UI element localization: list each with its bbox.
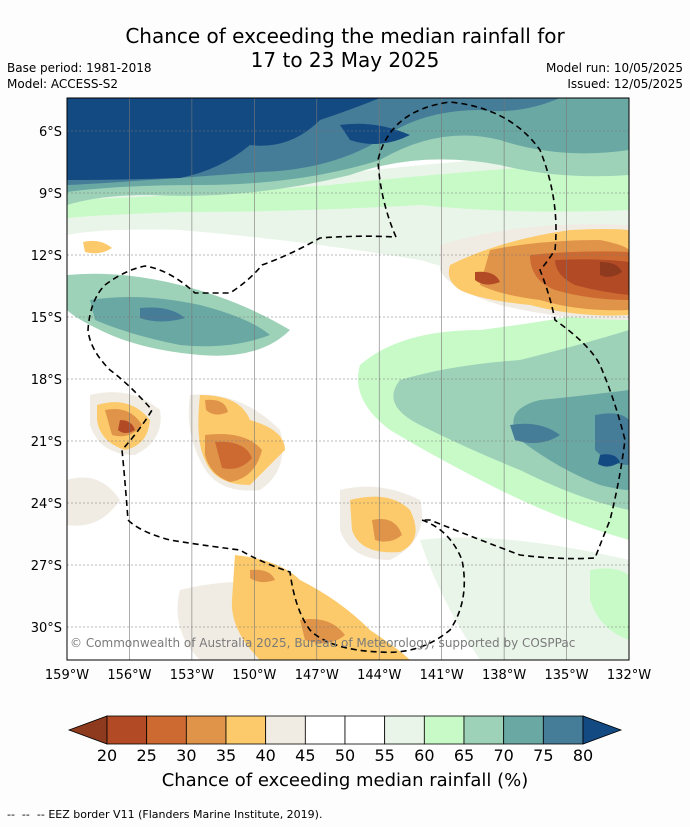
lat-tick-label: 30°S: [31, 621, 62, 636]
rainfall-field: [67, 98, 629, 660]
eez-borders: [87, 101, 626, 654]
colorbar-tick: 40: [255, 746, 275, 765]
colorbar-tick: 25: [136, 746, 156, 765]
colorbar-extend-low: [67, 715, 108, 745]
colorbar-tick: 70: [493, 746, 513, 765]
colorbar-tick: 45: [295, 746, 315, 765]
colorbar-tick: 75: [533, 746, 553, 765]
lat-tick-label: 15°S: [31, 311, 62, 326]
lat-tick-label: 12°S: [31, 249, 62, 264]
colorbar-tick: 35: [216, 746, 236, 765]
colorbar-segment: [463, 715, 505, 745]
lon-tick-label: 135°W: [544, 668, 588, 683]
eez-legend-text: EEZ border V11 (Flanders Marine Institut…: [48, 808, 323, 821]
meta-left: Base period: 1981-2018 Model: ACCESS-S2: [7, 60, 152, 92]
base-period: Base period: 1981-2018: [7, 61, 152, 75]
lat-tick-label: 18°S: [31, 373, 62, 388]
lon-tick-label: 150°W: [232, 668, 276, 683]
colorbar-segment: [146, 715, 187, 745]
lon-tick-label: 144°W: [357, 668, 401, 683]
colorbar-tick: 80: [573, 746, 593, 765]
colorbar-segment: [344, 715, 386, 745]
map-frame: [66, 97, 630, 661]
colorbar-tick: 20: [97, 746, 117, 765]
colorbar-segment: [423, 715, 465, 745]
issued-date: Issued: 12/05/2025: [567, 77, 683, 91]
map-title-line1: Chance of exceeding the median rainfall …: [125, 24, 565, 48]
colorbar-segment: [304, 715, 346, 745]
map-title-line2: 17 to 23 May 2025: [250, 48, 440, 72]
meta-right: Model run: 10/05/2025 Issued: 12/05/2025: [546, 60, 683, 92]
colorbar-extend-high: [582, 715, 623, 745]
lat-tick-label: 9°S: [39, 187, 62, 202]
lon-tick-label: 132°W: [607, 668, 651, 683]
lat-tick-label: 21°S: [31, 435, 62, 450]
colorbar-tick: 50: [335, 746, 355, 765]
model-name: Model: ACCESS-S2: [7, 77, 119, 91]
lon-tick-label: 153°W: [170, 668, 214, 683]
colorbar: [67, 715, 623, 745]
lon-tick-label: 141°W: [420, 668, 464, 683]
lon-tick-label: 156°W: [107, 668, 151, 683]
colorbar-segment: [265, 715, 306, 745]
colorbar-tick: 55: [374, 746, 394, 765]
colorbar-tick: 60: [414, 746, 434, 765]
lat-tick-label: 6°S: [39, 125, 62, 140]
colorbar-tick: 30: [176, 746, 196, 765]
colorbar-segment: [106, 715, 148, 745]
colorbar-label: Chance of exceeding median rainfall (%): [161, 770, 529, 791]
lon-tick-label: 147°W: [295, 668, 339, 683]
eez-legend: -- -- -- EEZ border V11 (Flanders Marine…: [7, 808, 323, 821]
colorbar-segment: [384, 715, 425, 745]
lon-axis-labels: 159°W 156°W 153°W 150°W 147°W 144°W 141°W 138°W…: [45, 668, 651, 683]
colorbar-segment: [185, 715, 227, 745]
lon-tick-label: 138°W: [482, 668, 526, 683]
lat-axis-labels: 6°S 9°S 12°S 15°S 18°S 21°S 24°S 27°S 30°S: [31, 125, 62, 636]
lat-tick-label: 24°S: [31, 497, 62, 512]
gridlines: [67, 98, 629, 660]
lat-tick-label: 27°S: [31, 559, 62, 574]
colorbar-segment: [503, 715, 544, 745]
colorbar-tick-labels: 20 25 30 35 40 45 50 55 60 65 70 75 80: [97, 746, 593, 765]
copyright-text: © Commonwealth of Australia 2025, Bureau…: [70, 636, 575, 650]
colorbar-segment: [542, 715, 584, 745]
model-run: Model run: 10/05/2025: [545, 61, 683, 75]
colorbar-tick: 65: [454, 746, 474, 765]
lon-tick-label: 159°W: [45, 668, 89, 683]
colorbar-segment: [225, 715, 267, 745]
